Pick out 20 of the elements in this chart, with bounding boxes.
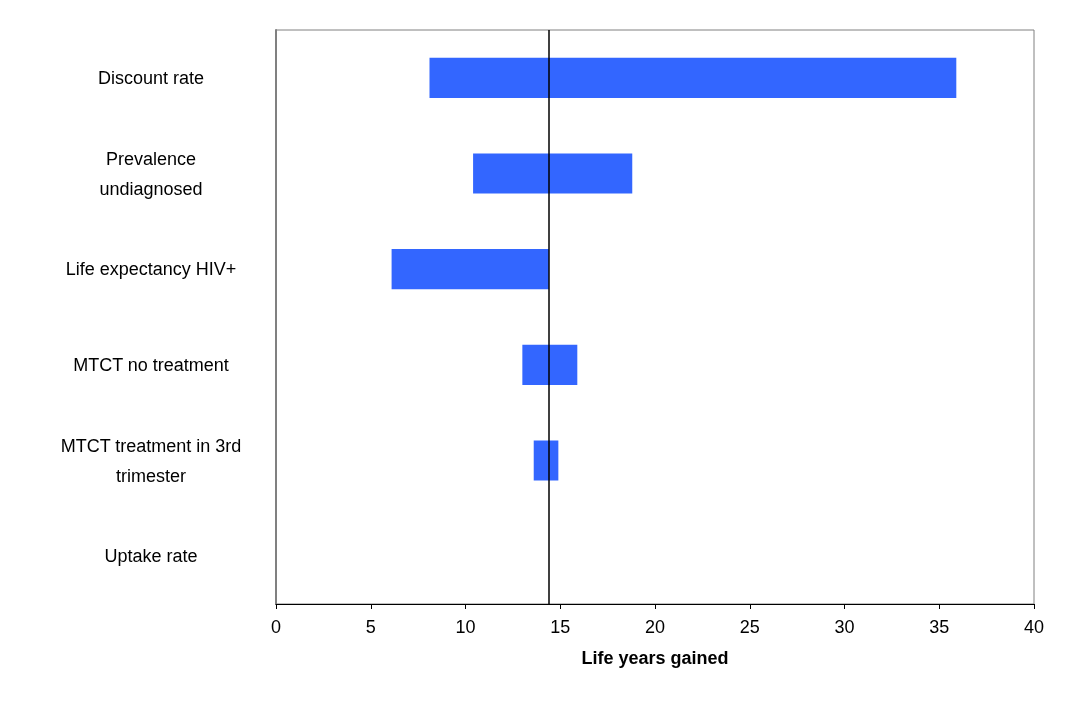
x-tick-label: 15 (550, 617, 571, 637)
y-tick-label: Life expectancy HIV+ (65, 259, 237, 280)
y-tick-label: MTCT treatment in 3rd trimester (60, 435, 242, 486)
bar (522, 344, 578, 385)
y-tick-label: MTCT no treatment (73, 354, 229, 375)
x-tick-label: 35 (929, 617, 950, 637)
bar (429, 57, 957, 98)
x-tick-label: 10 (455, 617, 476, 637)
bar (473, 153, 633, 194)
x-tick-label: 30 (834, 617, 855, 637)
y-tick-label: Uptake rate (104, 546, 198, 567)
y-tick-label: Discount rate (97, 67, 205, 88)
x-tick-label: 0 (270, 617, 282, 637)
bar (391, 249, 549, 290)
x-tick-label: 5 (365, 617, 376, 637)
x-tick-label: 25 (739, 617, 760, 637)
x-axis-title: Life years gained (581, 648, 729, 668)
y-tick-label: Prevalence undiagnosed (99, 148, 203, 199)
x-tick-label: 40 (1023, 617, 1045, 637)
x-tick-label: 20 (644, 617, 666, 637)
